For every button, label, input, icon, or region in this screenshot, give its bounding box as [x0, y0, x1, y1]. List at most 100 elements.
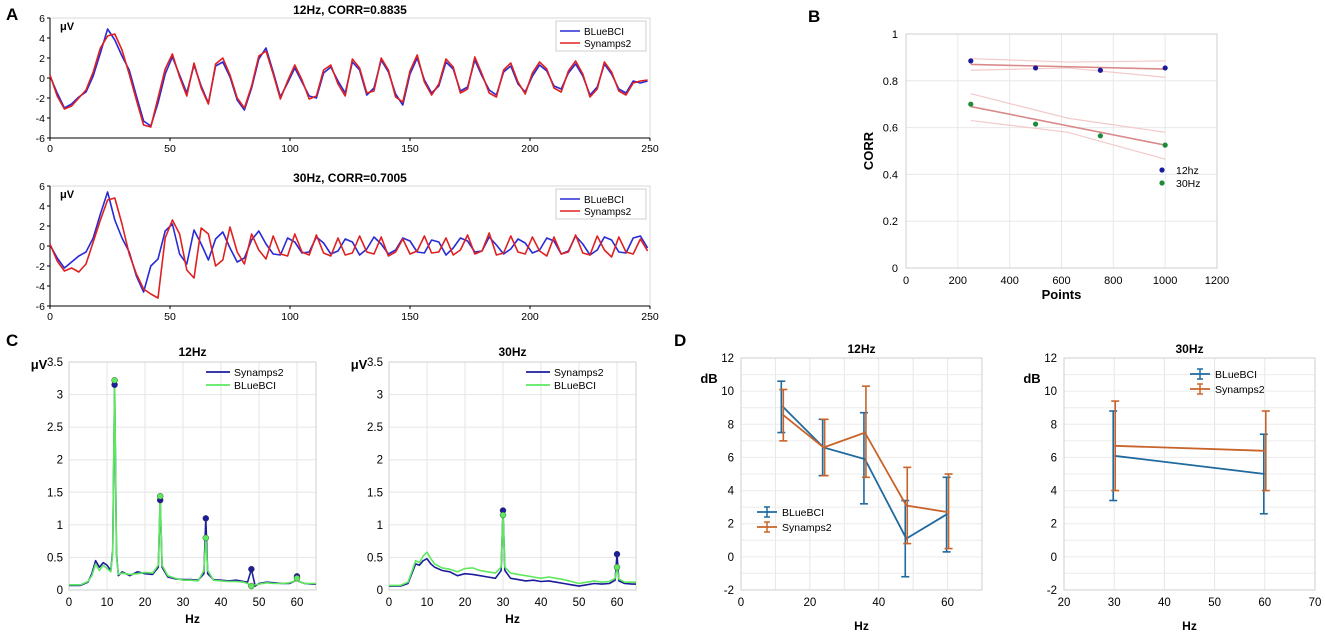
c2-bluebci-peak-marker: [499, 511, 507, 519]
b-y-tick-label: 0: [892, 263, 898, 275]
a1-y-tick-label: 4: [39, 33, 45, 45]
d2-x-tick-label: 60: [1258, 597, 1271, 609]
d2-legend-label: BLueBCI: [1215, 369, 1257, 381]
d2-x-label: Hz: [1182, 619, 1197, 633]
c2-title: 30Hz: [498, 345, 526, 359]
c2-legend-label: BLueBCI: [554, 380, 596, 392]
a1-legend-box: [555, 20, 647, 52]
a2-x-tick-label: 0: [47, 311, 53, 323]
d2-x-tick-label: 40: [1158, 597, 1171, 609]
c1-x-tick-label: 20: [139, 597, 152, 609]
a1-series-synamps2-line: [49, 33, 648, 128]
b-y-tick-label: 1: [892, 29, 898, 41]
c2-plot-area: [388, 361, 637, 591]
a2-y-tick-label: 2: [39, 221, 45, 233]
a1-y-tick-label: 2: [39, 53, 45, 65]
c1-x-tick-label: 40: [215, 597, 228, 609]
d2-plot-area: [1063, 357, 1316, 591]
c2-synamps2-peak-marker: [613, 550, 621, 558]
d2-y-tick-label: 12: [1044, 353, 1057, 365]
c1-title: 12Hz: [178, 345, 206, 359]
a2-legend-label: BLueBCI: [584, 195, 624, 206]
a1-y-tick-label: 6: [39, 13, 45, 25]
d1-y-tick-label: 0: [728, 552, 734, 564]
panel-label-a: A: [6, 5, 18, 24]
a1-x-tick-label: 150: [401, 143, 419, 155]
b-y-tick-label: 0.8: [883, 76, 898, 88]
d2-y-tick-label: 2: [1051, 519, 1057, 531]
d1-plot-area: [740, 357, 983, 591]
c1-legend-label: Synamps2: [234, 367, 284, 379]
d1-y-tick-label: 2: [728, 519, 734, 531]
d1-x-tick-label: 40: [872, 597, 885, 609]
a1-x-tick-label: 200: [521, 143, 539, 155]
c2-x-tick-label: 60: [611, 597, 624, 609]
c2-x-tick-label: 30: [497, 597, 510, 609]
a1-x-tick-label: 250: [641, 143, 659, 155]
b-legend-label: 30Hz: [1176, 178, 1201, 190]
c1-x-tick-label: 50: [253, 597, 266, 609]
c1-y-tick-label: 3: [57, 390, 63, 402]
a1-legend-label: Synamps2: [584, 39, 632, 50]
b-y-tick-label: 0.2: [883, 216, 898, 228]
d2-x-tick-label: 20: [1058, 597, 1071, 609]
c2-y-tick-label: 2: [377, 455, 383, 467]
b-y-tick-label: 0.4: [883, 169, 898, 181]
chart-d2: -2 0 2 4 6 8 10 12 20 30 40 50 60 70 Hz dB 30Hz BLueBCI Sy…: [1023, 342, 1321, 633]
c2-y-tick-label: 0.5: [367, 552, 383, 564]
c1-synamps2-peak-marker: [202, 515, 210, 522]
d2-title: 30Hz: [1175, 342, 1203, 356]
d2-y-label: dB: [1023, 371, 1040, 386]
chart-a1: -6 -4 -2 0 2 4 6 0 50 100 150 200 250 12Hz, CORR=0.88…: [36, 3, 659, 155]
c1-y-tick-label: 0: [57, 585, 63, 597]
a2-title: 30Hz, CORR=0.7005: [293, 171, 407, 185]
d2-y-tick-label: 10: [1044, 386, 1057, 398]
chart-c2: 0 0.5 1 1.5 2 2.5 3 3.5 0 10 20 30 40 50 60 Hz μV 30Hz Syn…: [351, 345, 637, 626]
a2-x-tick-label: 200: [521, 311, 539, 323]
a1-y-tick-label: 0: [39, 73, 45, 85]
a2-x-tick-label: 150: [401, 311, 419, 323]
a2-x-tick-label: 250: [641, 311, 659, 323]
c2-y-tick-label: 1: [377, 520, 383, 532]
c2-bluebci-line: [389, 514, 636, 587]
d1-x-tick-label: 0: [738, 597, 744, 609]
c2-y-tick-label: 0: [377, 585, 383, 597]
d2-y-tick-label: 6: [1051, 452, 1057, 464]
c1-x-tick-label: 30: [177, 597, 190, 609]
c1-y-tick-label: 2: [57, 455, 63, 467]
c1-bluebci-peak-marker: [202, 534, 210, 542]
b-x-tick-label: 0: [903, 275, 909, 287]
a2-legend-box: [555, 188, 647, 220]
b-y-label: CORR: [861, 131, 876, 170]
c2-x-tick-label: 10: [421, 597, 434, 609]
c1-y-tick-label: 1.5: [47, 487, 63, 499]
a2-y-tick-label: -6: [36, 301, 45, 313]
c2-bluebci-peak-marker: [613, 564, 621, 571]
c2-y-tick-label: 3: [377, 390, 383, 402]
c2-y-tick-label: 2.5: [367, 422, 383, 434]
c1-bluebci-peak-marker: [293, 575, 301, 582]
d1-x-tick-label: 60: [941, 597, 954, 609]
b-plot-area: [905, 33, 1218, 269]
a2-legend-label: Synamps2: [584, 207, 632, 218]
c2-x-tick-label: 50: [573, 597, 586, 609]
chart-a2: -6 -4 -2 0 2 4 6 0 50 100 150 200 250 30Hz, CORR=0.70…: [36, 171, 659, 323]
c1-plot-area: [68, 361, 317, 591]
c1-x-label: Hz: [185, 612, 200, 626]
d2-y-tick-label: 8: [1051, 419, 1057, 431]
a1-title: 12Hz, CORR=0.8835: [293, 3, 407, 17]
b-30hz-band-upper: [970, 93, 1166, 133]
d2-x-tick-label: 50: [1208, 597, 1221, 609]
chart-b: 0 0.2 0.4 0.6 0.8 1 0 200 400 600 800 1000 1200 Point…: [861, 29, 1229, 302]
a1-legend-label: BLueBCI: [584, 27, 624, 38]
c2-y-label: μV: [351, 357, 368, 372]
c1-y-label: μV: [31, 357, 48, 372]
d1-x-label: Hz: [854, 619, 869, 633]
d1-x-tick-label: 20: [803, 597, 816, 609]
b-legend-marker: [1159, 180, 1165, 186]
d2-synamps2-line: [1114, 444, 1265, 452]
a2-x-tick-label: 50: [164, 311, 176, 323]
c2-x-tick-label: 20: [459, 597, 472, 609]
a2-y-tick-label: 4: [39, 201, 45, 213]
a2-y-tick-label: -2: [36, 261, 45, 273]
